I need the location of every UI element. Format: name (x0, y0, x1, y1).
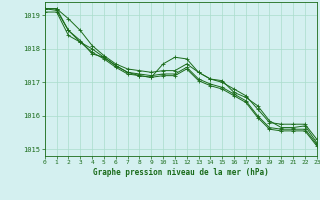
X-axis label: Graphe pression niveau de la mer (hPa): Graphe pression niveau de la mer (hPa) (93, 168, 269, 177)
